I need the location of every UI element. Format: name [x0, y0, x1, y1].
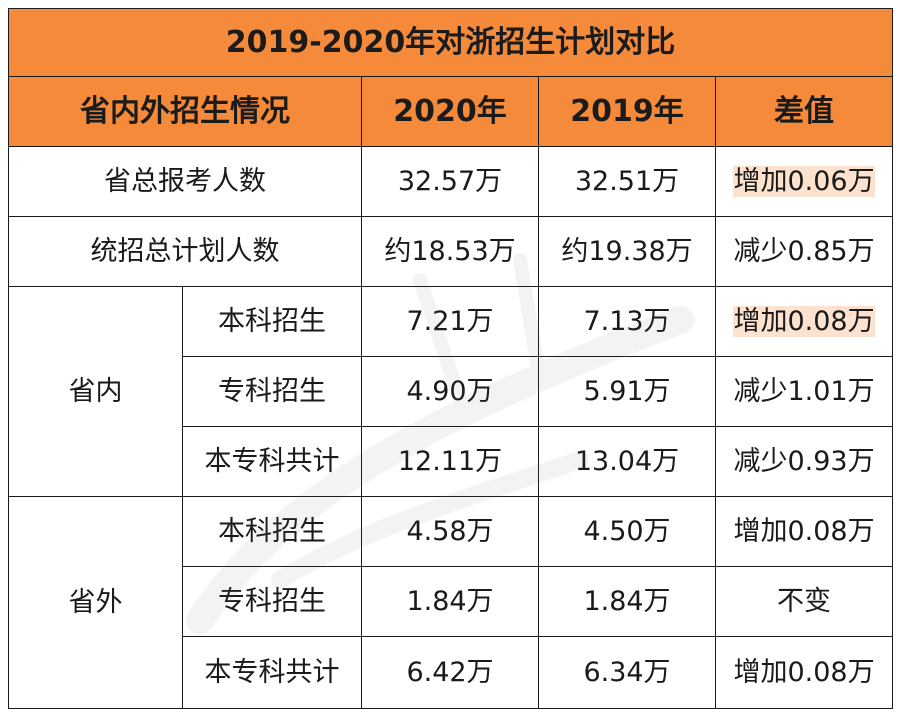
cell-2020: 4.90万 — [361, 356, 539, 427]
row-label: 本科招生 — [182, 496, 362, 567]
cell-2019: 13.04万 — [538, 426, 716, 497]
table-row: 本专科共计 6.42万 6.34万 增加0.08万 — [9, 636, 894, 709]
header-2020: 2020年 — [361, 76, 539, 147]
cell-diff: 增加0.06万 — [714, 146, 894, 217]
group-label-outside: 省外 — [8, 496, 183, 709]
cell-2020: 32.57万 — [361, 146, 539, 217]
diff-text: 增加0.06万 — [733, 166, 875, 197]
table-row: 省内 本科招生 7.21万 7.13万 增加0.08万 — [8, 286, 894, 497]
row-label: 本科招生 — [182, 286, 362, 357]
cell-2020: 6.42万 — [361, 636, 539, 709]
cell-diff: 不变 — [714, 566, 894, 637]
cell-2020: 约18.53万 — [361, 216, 539, 287]
table-title: 2019-2020年对浙招生计划对比 — [7, 8, 894, 77]
cell-2019: 5.91万 — [538, 356, 716, 427]
cell-2019: 1.84万 — [538, 566, 716, 637]
header-row: 省内外招生情况 2020年 2019年 差值 — [8, 76, 894, 147]
comparison-table: 2019-2020年对浙招生计划对比 省内外招生情况 2020年 2019年 差… — [7, 8, 894, 709]
cell-diff: 增加0.08万 — [714, 496, 894, 567]
table-row: 专科招生 1.84万 1.84万 不变 — [9, 566, 894, 637]
cell-2019: 6.34万 — [538, 636, 716, 709]
header-category: 省内外招生情况 — [8, 76, 362, 147]
row-label: 专科招生 — [182, 566, 362, 637]
table-row: 省总报考人数 32.57万 32.51万 增加0.06万 — [8, 146, 894, 217]
header-2019: 2019年 — [538, 76, 716, 147]
cell-2019: 7.13万 — [538, 286, 716, 357]
cell-2019: 4.50万 — [538, 496, 716, 567]
table-row: 省外 本科招生 4.58万 4.50万 增加0.08万 — [8, 496, 894, 709]
cell-diff: 减少0.93万 — [714, 426, 894, 497]
header-diff: 差值 — [714, 76, 894, 147]
table-row: 统招总计划人数 约18.53万 约19.38万 减少0.85万 — [8, 216, 894, 287]
row-label: 省总报考人数 — [8, 146, 362, 217]
row-label: 本专科共计 — [182, 426, 362, 497]
cell-2020: 4.58万 — [361, 496, 539, 567]
cell-diff: 减少0.85万 — [714, 216, 894, 287]
cell-diff: 增加0.08万 — [714, 286, 894, 357]
title-row: 2019-2020年对浙招生计划对比 — [7, 8, 894, 77]
cell-diff: 增加0.08万 — [714, 636, 894, 709]
row-label: 本专科共计 — [182, 636, 362, 709]
cell-2020: 12.11万 — [361, 426, 539, 497]
row-label: 专科招生 — [182, 356, 362, 427]
cell-2020: 7.21万 — [361, 286, 539, 357]
diff-text: 增加0.08万 — [733, 306, 875, 337]
group-label-inside: 省内 — [8, 286, 183, 497]
cell-2019: 32.51万 — [538, 146, 716, 217]
table-row: 本专科共计 12.11万 13.04万 减少0.93万 — [9, 426, 894, 497]
cell-diff: 减少1.01万 — [714, 356, 894, 427]
row-label: 统招总计划人数 — [8, 216, 362, 287]
cell-2019: 约19.38万 — [538, 216, 716, 287]
cell-2020: 1.84万 — [361, 566, 539, 637]
